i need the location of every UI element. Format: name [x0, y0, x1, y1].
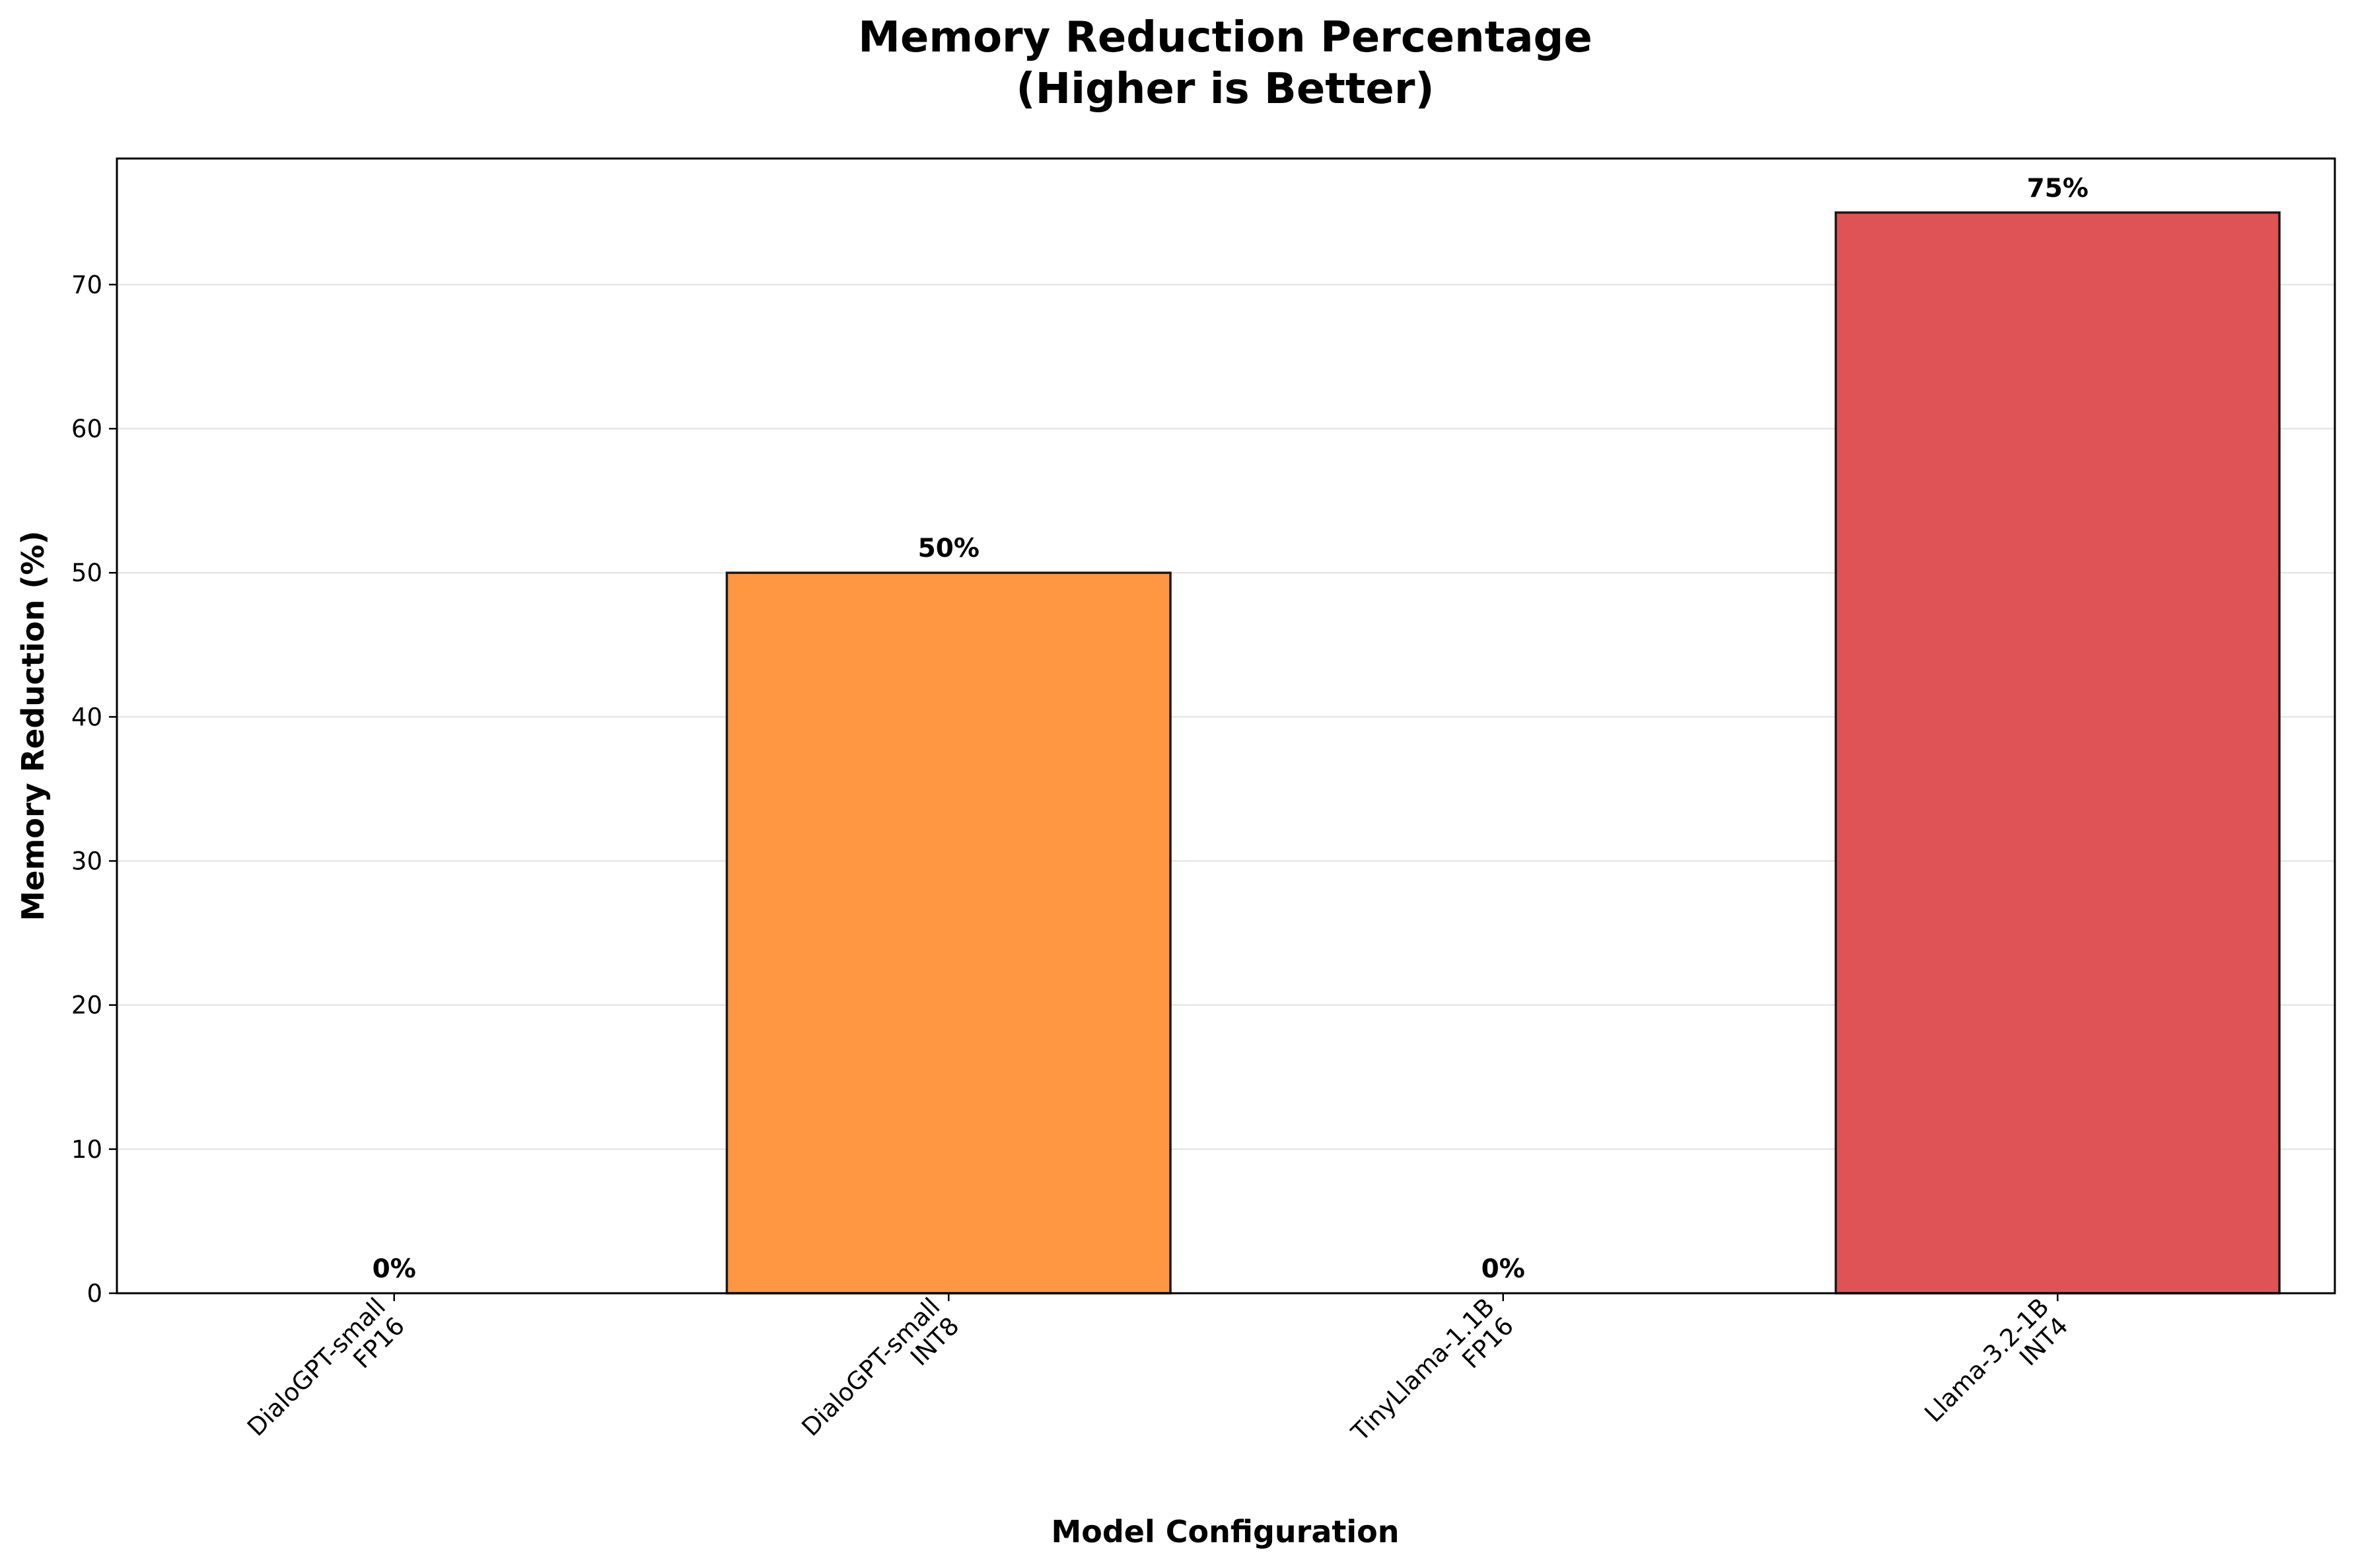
data-labels: 0% 50% 0% 75% [373, 174, 2088, 1284]
data-label: 0% [1481, 1254, 1525, 1284]
bar [725, 571, 1172, 1295]
y-tick-label: 20 [71, 991, 102, 1020]
y-tick-label: 0 [87, 1279, 102, 1308]
data-label: 0% [373, 1254, 416, 1284]
x-axis-label: Model Configuration [1051, 1514, 1399, 1550]
y-tick-label: 70 [71, 271, 102, 299]
bar [1834, 211, 2281, 1295]
y-tick-label: 10 [71, 1135, 102, 1164]
y-tick-label: 30 [71, 847, 102, 876]
y-axis: 0 10 20 30 40 50 60 70 [71, 271, 117, 1308]
data-label: 50% [918, 534, 980, 563]
data-label: 75% [2027, 174, 2088, 203]
y-tick-label: 50 [71, 559, 102, 587]
bars [725, 211, 2281, 1295]
y-tick-label: 60 [71, 415, 102, 443]
y-tick-label: 40 [71, 703, 102, 731]
plot-frame [116, 157, 2336, 1295]
chart-title-line-2: (Higher is Better) [1016, 65, 1434, 114]
chart-title-line-1: Memory Reduction Percentage [858, 13, 1592, 62]
y-axis-label: Memory Reduction (%) [15, 530, 51, 921]
